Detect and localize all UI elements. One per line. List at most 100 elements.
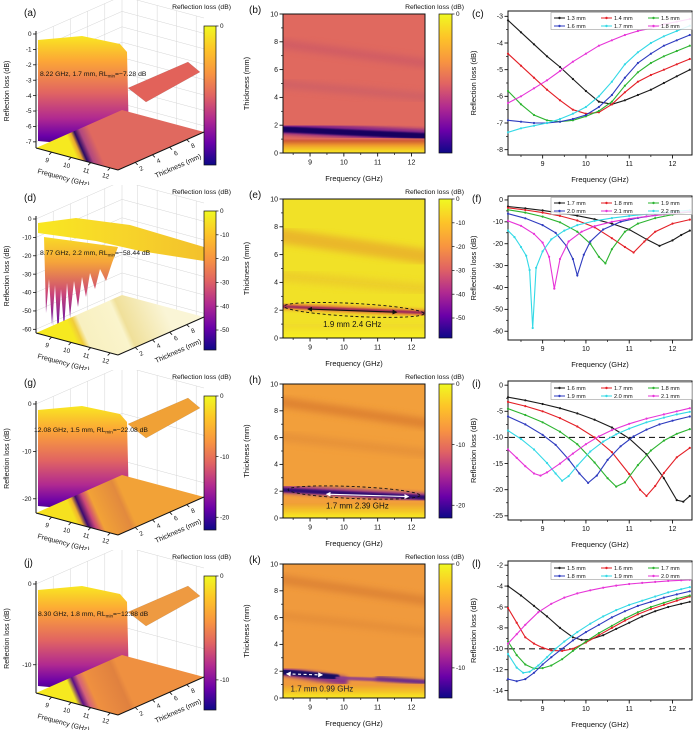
svg-text:1.9 mm: 1.9 mm: [614, 574, 633, 580]
svg-text:Thickness (mm): Thickness (mm): [242, 424, 251, 478]
svg-text:1.8 mm: 1.8 mm: [661, 24, 680, 30]
panel-label-c: (c): [472, 9, 484, 20]
svg-text:2: 2: [274, 123, 278, 130]
svg-text:2.1 mm: 2.1 mm: [661, 394, 680, 400]
svg-text:8: 8: [190, 687, 197, 695]
svg-text:4: 4: [156, 157, 163, 165]
svg-text:0: 0: [28, 401, 32, 408]
svg-text:9: 9: [541, 706, 545, 713]
panel-label-h: (h): [249, 375, 262, 386]
panel-label-f: (f): [472, 194, 482, 205]
svg-text:Reflection loss (dB): Reflection loss (dB): [469, 417, 478, 483]
svg-text:-10: -10: [22, 449, 32, 456]
chart-p11: 9 10 11 12 -2 -4 -6 -8 -10 -12 -14 1.5 mm 1.6 mm 1.7 …: [469, 560, 693, 729]
svg-text:6: 6: [274, 252, 278, 259]
svg-text:-20: -20: [456, 502, 466, 509]
svg-text:0: 0: [456, 11, 460, 18]
chart-p8: 9 10 11 12 0 -5 -10 -15 -20 -25 1.6 mm 1.7 mm 1.8 mm…: [469, 380, 693, 549]
svg-text:-30: -30: [22, 271, 32, 278]
svg-text:1.7 mm: 1.7 mm: [614, 386, 633, 392]
svg-text:1.7 mm 0.99 GHz: 1.7 mm 0.99 GHz: [291, 684, 354, 693]
svg-text:11: 11: [626, 706, 633, 713]
svg-text:11: 11: [82, 352, 91, 361]
svg-text:-4: -4: [497, 40, 503, 47]
svg-text:0: 0: [220, 393, 224, 400]
svg-text:Reflection loss (dB): Reflection loss (dB): [172, 189, 231, 196]
svg-text:-10: -10: [493, 646, 503, 653]
svg-text:10: 10: [270, 381, 278, 388]
svg-text:-10: -10: [456, 665, 466, 672]
svg-text:1.7 mm: 1.7 mm: [661, 566, 680, 572]
panel-b: (b) 9 10 11 12 0 2 4 6 8 10 Frequency (GHz) Thicknes…: [233, 0, 466, 185]
svg-text:8: 8: [190, 142, 197, 150]
chart-p1: 9 10 11 12 0 2 4 6 8 10 Frequency (GHz) Thickness (…: [242, 4, 464, 183]
svg-text:Reflection loss (dB): Reflection loss (dB): [4, 61, 11, 122]
svg-text:10: 10: [582, 346, 590, 353]
svg-text:8.22 GHz, 1.7 mm, RLmin=−7.28: 8.22 GHz, 1.7 mm, RLmin=−7.28 dB: [40, 71, 147, 79]
svg-text:-6: -6: [497, 94, 503, 101]
svg-text:-7: -7: [497, 120, 503, 127]
svg-text:10: 10: [582, 706, 590, 713]
svg-text:-2: -2: [497, 562, 503, 569]
panel-label-b: (b): [249, 5, 262, 16]
svg-text:Reflection loss (dB): Reflection loss (dB): [469, 50, 478, 116]
svg-text:-12: -12: [493, 667, 503, 674]
panel-label-k: (k): [249, 555, 261, 566]
svg-text:Reflection loss (dB): Reflection loss (dB): [469, 597, 478, 663]
svg-text:2.0 mm: 2.0 mm: [614, 394, 633, 400]
panel-d: (d)0-10-20-30-40-50-609101112246810Frequ…: [0, 185, 233, 370]
svg-text:-50: -50: [22, 308, 32, 315]
svg-text:-60: -60: [22, 327, 32, 334]
svg-text:10: 10: [582, 161, 590, 168]
svg-text:Reflection loss (dB): Reflection loss (dB): [4, 608, 11, 669]
svg-text:Reflection loss (dB): Reflection loss (dB): [405, 189, 464, 196]
svg-text:11: 11: [374, 525, 381, 532]
panel-k: (k) 1.7 mm 0.99 GHz 9 10 11 12 0 2 4 6 8 10 Frequenc…: [233, 550, 466, 730]
svg-text:-10: -10: [456, 220, 466, 227]
svg-text:-30: -30: [456, 268, 466, 275]
svg-text:0: 0: [274, 150, 278, 157]
svg-text:4: 4: [274, 280, 278, 287]
svg-text:12: 12: [101, 537, 110, 546]
chart-p9: 0-109101112246810Frequency (GHz)Thicknes…: [4, 550, 231, 730]
svg-text:9: 9: [44, 522, 50, 530]
svg-text:9: 9: [541, 526, 545, 533]
svg-text:10: 10: [582, 526, 590, 533]
panel-a: (a)0-1-2-3-4-5-6-79101112246810Frequency…: [0, 0, 233, 185]
svg-text:-10: -10: [220, 232, 230, 239]
svg-text:0: 0: [274, 695, 278, 702]
svg-text:12: 12: [669, 526, 677, 533]
svg-text:-20: -20: [456, 244, 466, 251]
svg-text:9: 9: [308, 525, 312, 532]
svg-text:11: 11: [626, 346, 633, 353]
svg-text:9: 9: [308, 705, 312, 712]
svg-text:11: 11: [626, 526, 633, 533]
svg-text:Reflection loss (dB): Reflection loss (dB): [172, 4, 231, 11]
svg-text:Frequency (GHz): Frequency (GHz): [571, 720, 629, 729]
svg-text:-20: -20: [220, 514, 230, 521]
svg-text:2.0 mm: 2.0 mm: [661, 574, 680, 580]
svg-text:12: 12: [101, 357, 110, 366]
svg-text:-30: -30: [220, 280, 230, 287]
svg-text:0: 0: [220, 23, 224, 30]
svg-text:Reflection loss (dB): Reflection loss (dB): [172, 554, 231, 561]
panel-l: (l) 9 10 11 12 -2 -4 -6 -8 -10 -12 -14 1.5 mm 1.6 mm 1…: [466, 550, 698, 730]
svg-text:-50: -50: [493, 307, 503, 314]
svg-text:-10: -10: [456, 442, 466, 449]
svg-text:1.9 mm: 1.9 mm: [567, 394, 586, 400]
svg-text:8.30 GHz, 1.8 mm, RLmin=−12.88: 8.30 GHz, 1.8 mm, RLmin=−12.88 dB: [38, 611, 149, 619]
svg-text:-14: -14: [493, 688, 503, 695]
svg-text:-40: -40: [493, 285, 503, 292]
svg-text:-15: -15: [493, 461, 503, 468]
panel-g: (g)0-10-209101112246810Frequency (GHz)Th…: [0, 370, 233, 550]
svg-text:0: 0: [456, 381, 460, 388]
svg-text:-40: -40: [456, 291, 466, 298]
svg-text:10: 10: [62, 162, 71, 171]
svg-text:1.7 mm: 1.7 mm: [614, 24, 633, 30]
svg-text:-10: -10: [22, 235, 32, 242]
svg-text:-20: -20: [493, 241, 503, 248]
svg-text:2: 2: [274, 489, 278, 496]
svg-text:Frequency (GHz): Frequency (GHz): [325, 539, 383, 548]
svg-text:11: 11: [82, 712, 91, 721]
